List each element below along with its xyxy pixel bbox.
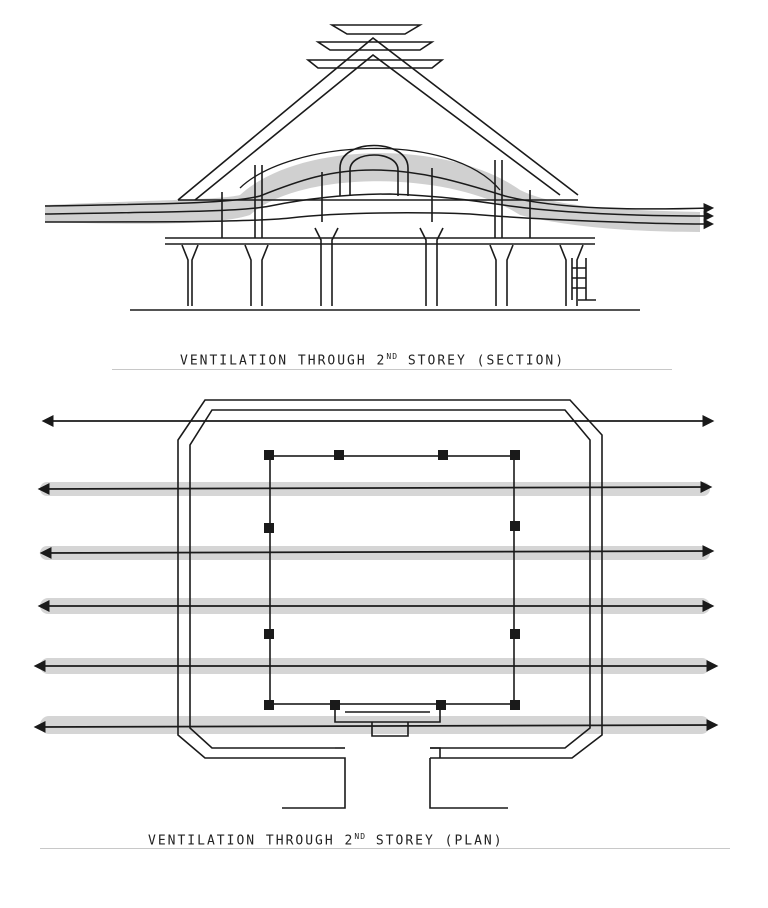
- section-airflow-lines: [44, 147, 715, 230]
- plan-airflow-wash: [40, 482, 710, 734]
- plan-caption-post: STOREY (PLAN): [366, 833, 504, 849]
- section-caption-pre: VENTILATION THROUGH 2: [180, 353, 387, 369]
- plan-caption-sup: ND: [354, 832, 367, 841]
- plan-columns: [264, 450, 520, 710]
- roof-inner: [194, 53, 561, 201]
- section-drawing: [44, 24, 715, 311]
- plan-caption-pre: VENTILATION THROUGH 2: [148, 833, 355, 849]
- section-caption-rule: [112, 369, 672, 370]
- plan-outer-outline: [177, 399, 603, 759]
- plan-room: [269, 455, 515, 705]
- section-caption-sup: ND: [386, 352, 399, 361]
- plan-caption: VENTILATION THROUGH 2ND STOREY (PLAN): [148, 832, 504, 848]
- plan-airflow-arrows: [33, 415, 719, 733]
- section-caption: VENTILATION THROUGH 2ND STOREY (SECTION): [180, 352, 565, 368]
- plan-entrance-right: [429, 758, 508, 809]
- stair: [571, 258, 596, 301]
- plan-drawing: [33, 399, 719, 809]
- stilt-columns: [181, 227, 584, 306]
- plan-inner-outline: [189, 409, 591, 749]
- section-caption-post: STOREY (SECTION): [398, 353, 566, 369]
- roof-crest: [305, 24, 445, 69]
- plan-caption-rule: [40, 848, 730, 849]
- attic-arch: [339, 144, 409, 196]
- plan-entrance-left: [282, 757, 346, 809]
- section-airflow-wash: [45, 153, 700, 232]
- roof-outline: [177, 36, 579, 201]
